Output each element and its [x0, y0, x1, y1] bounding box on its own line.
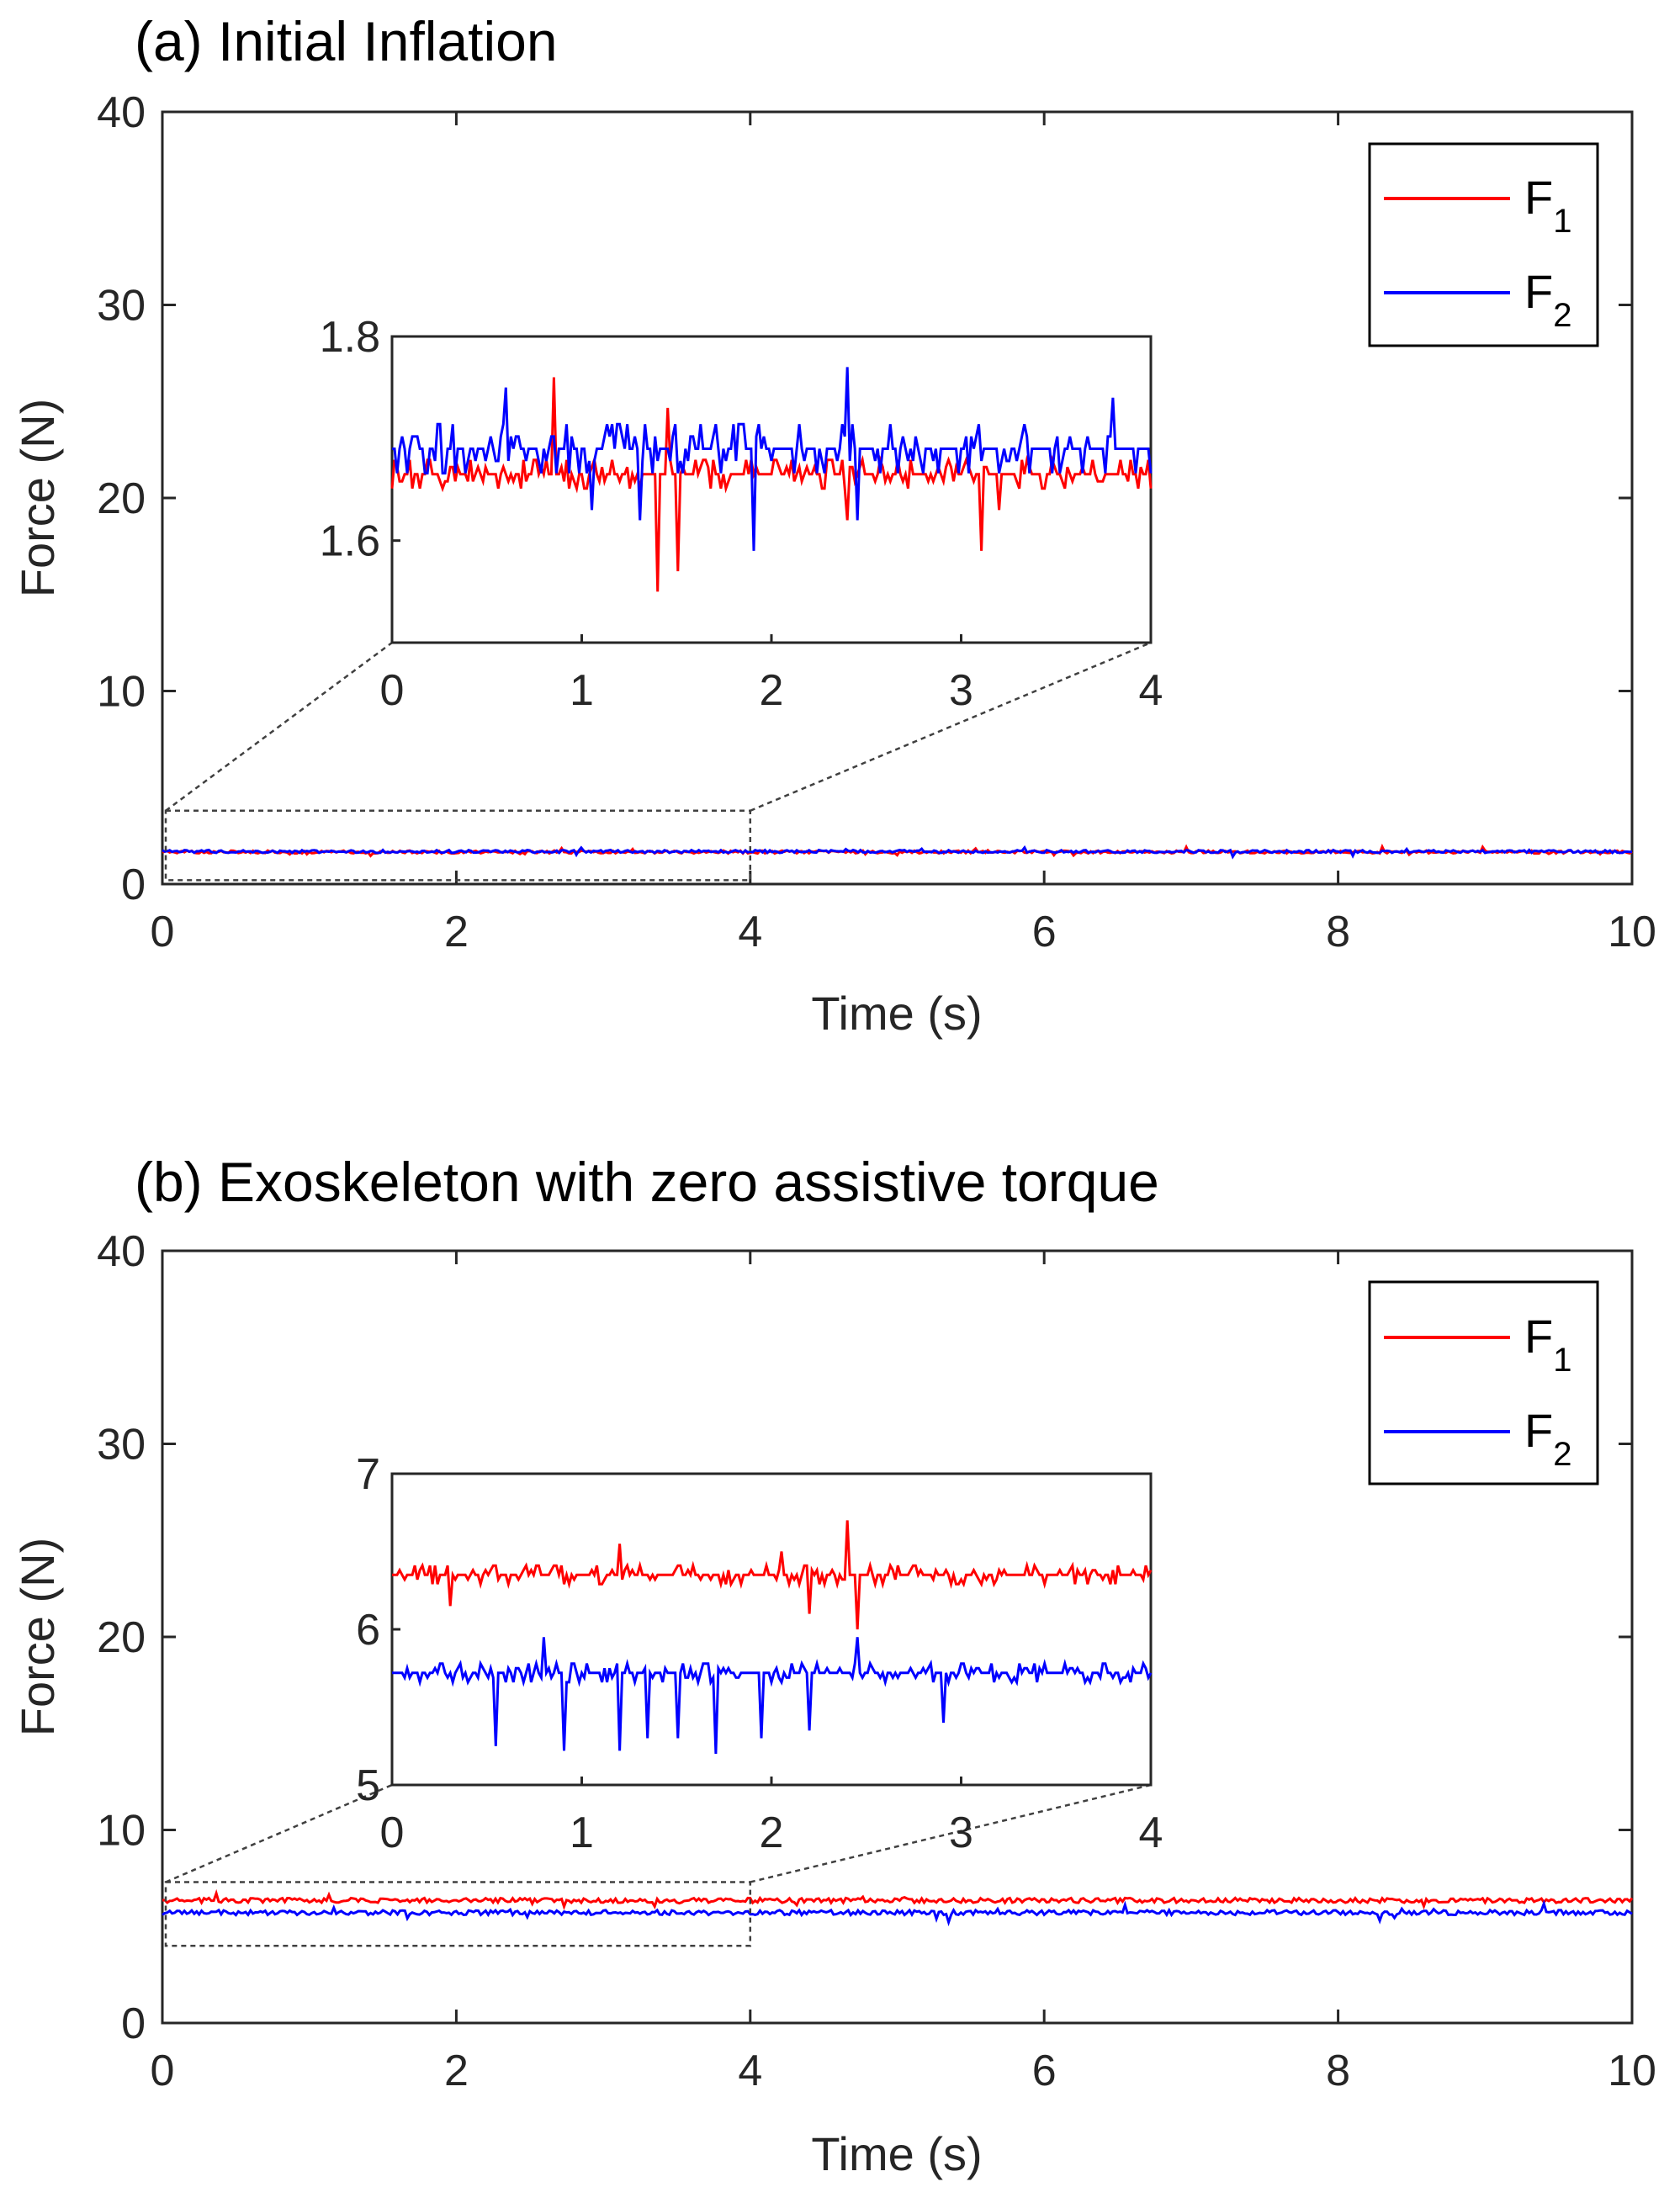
panel-a-zoom-box [164, 641, 1152, 882]
panel-a-legend-f2-letter: F [1524, 265, 1553, 318]
panel-a-inset-box [390, 335, 1153, 644]
zoom-connector-right [750, 641, 1152, 812]
panel-a-legend-f2: F2 [1524, 265, 1571, 334]
panel-b-title: (b) Exoskeleton with zero assistive torq… [135, 1151, 1159, 1213]
panel-b-legend-f2-sub: 2 [1553, 1436, 1571, 1473]
panel-b-legend-f1-sub: 1 [1553, 1342, 1571, 1379]
panel-b-legend-f2: F2 [1524, 1404, 1571, 1473]
panel-a-legend-f1-letter: F [1524, 171, 1553, 224]
inset-x-tick-label: 4 [1139, 666, 1163, 715]
panel-b-zoom-box [164, 1783, 1152, 1947]
inset-x-tick-label: 0 [380, 1808, 405, 1857]
panel-a-legend-f1: F1 [1524, 171, 1571, 240]
inset-series-line-F1 [392, 1520, 1153, 1630]
x-tick-label: 10 [1608, 908, 1656, 956]
y-tick-label: 0 [121, 861, 146, 909]
x-tick-label: 2 [444, 908, 469, 956]
inset-y-tick-label: 1.8 [320, 313, 380, 362]
y-tick-label: 0 [121, 1999, 146, 2048]
panel-b-inset-box [390, 1472, 1153, 1787]
panel-b-legend-f1: F1 [1524, 1310, 1571, 1379]
panel-a-ylabel: Force (N) [11, 399, 64, 597]
series-line-F2 [162, 1899, 1633, 1927]
inset-series-line-F2 [392, 1637, 1153, 1755]
y-tick-label: 10 [97, 1807, 146, 1856]
y-tick-label: 10 [97, 668, 146, 717]
panel-b-inset: 0 1 2 3 4 5 6 7 [356, 1450, 1163, 1857]
zoom-connector-left [165, 641, 393, 812]
y-tick-label: 30 [97, 282, 146, 331]
inset-series-line-F1 [390, 377, 1153, 592]
inset-x-tick-label: 2 [760, 666, 784, 715]
panel-b-legend-box [1368, 1280, 1599, 1485]
inset-x-tick-label: 0 [380, 666, 405, 715]
panel-b: (b) Exoskeleton with zero assistive torq… [11, 1151, 1656, 2180]
y-tick-label: 30 [97, 1421, 146, 1470]
x-tick-label: 6 [1032, 908, 1057, 956]
inset-x-tick-label: 3 [949, 666, 973, 715]
x-tick-label: 8 [1326, 2047, 1350, 2095]
inset-x-tick-label: 2 [760, 1808, 784, 1857]
x-tick-label: 6 [1032, 2047, 1057, 2095]
panel-b-legend-f2-letter: F [1524, 1404, 1553, 1457]
panel-a-inset: 0 1 2 3 4 1.6 1.8 [320, 313, 1163, 715]
inset-y-tick-label: 1.6 [320, 517, 380, 566]
y-tick-label: 40 [97, 88, 146, 137]
panel-b-legend: F1 F2 [1368, 1280, 1599, 1485]
panel-a-legend: F1 F2 [1368, 142, 1599, 347]
zoom-connector-right [750, 1783, 1152, 1883]
inset-x-tick-label: 3 [949, 1808, 973, 1857]
panel-a-xlabel: Time (s) [811, 987, 982, 1040]
panel-a-legend-f2-sub: 2 [1553, 297, 1571, 334]
inset-series-line-F2 [392, 367, 1153, 551]
panel-b-legend-f1-letter: F [1524, 1310, 1553, 1363]
panel-a-legend-f1-sub: 1 [1553, 203, 1571, 240]
inset-y-tick-label: 5 [356, 1761, 380, 1810]
series-line-F2 [162, 845, 1633, 860]
x-tick-label: 10 [1608, 2047, 1656, 2095]
panel-b-ylabel: Force (N) [11, 1538, 64, 1736]
panel-a-title: (a) Initial Inflation [135, 10, 558, 72]
x-tick-label: 0 [151, 2047, 175, 2095]
x-tick-label: 2 [444, 2047, 469, 2095]
panel-b-series [162, 1888, 1634, 1927]
x-tick-label: 4 [738, 908, 762, 956]
series-line-F1 [162, 1888, 1634, 1911]
zoom-connector-left [165, 1783, 393, 1883]
x-tick-label: 0 [151, 908, 175, 956]
zoom-rect [164, 809, 752, 882]
inset-x-tick-label: 1 [570, 1808, 594, 1857]
y-tick-label: 40 [97, 1227, 146, 1276]
y-tick-label: 20 [97, 474, 146, 523]
panel-b-xlabel: Time (s) [811, 2127, 982, 2180]
panel-a-legend-box [1368, 142, 1599, 347]
inset-x-tick-label: 1 [570, 666, 594, 715]
x-tick-label: 4 [738, 2047, 762, 2095]
inset-y-tick-label: 6 [356, 1606, 380, 1655]
inset-y-tick-label: 7 [356, 1450, 380, 1499]
inset-x-tick-label: 4 [1139, 1808, 1163, 1857]
y-tick-label: 20 [97, 1613, 146, 1662]
panel-a-series [162, 843, 1633, 860]
x-tick-label: 8 [1326, 908, 1350, 956]
